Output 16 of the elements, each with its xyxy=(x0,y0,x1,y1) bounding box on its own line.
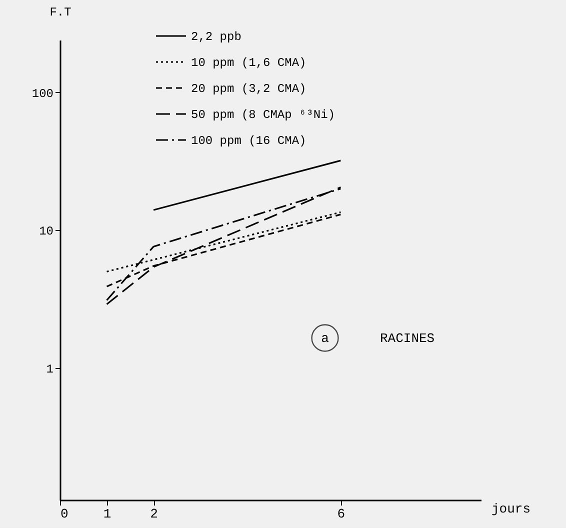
legend-label: 2,2 ppb xyxy=(191,30,242,44)
y-tick-label: 100 xyxy=(32,86,54,101)
x-axis-title: jours xyxy=(492,502,531,516)
legend-label: 20 ppm (3,2 CMA) xyxy=(191,82,306,96)
annotation: a xyxy=(321,331,330,346)
legend-label: 100 ppm (16 CMA) xyxy=(191,134,306,148)
x-tick-label: 0 xyxy=(60,506,68,522)
x-tick-label: 1 xyxy=(103,506,112,522)
legend-label: 50 ppm (8 CMAp ⁶³Ni) xyxy=(191,108,336,122)
y-tick-label: 10 xyxy=(39,224,54,239)
x-tick-label: 2 xyxy=(150,506,158,522)
y-tick-label: 1 xyxy=(46,362,54,376)
y-axis-title: F.T xyxy=(50,6,72,20)
annotation: RACINES xyxy=(380,331,435,346)
legend-label: 10 ppm (1,6 CMA) xyxy=(191,56,306,70)
x-tick-label: 6 xyxy=(337,506,346,522)
